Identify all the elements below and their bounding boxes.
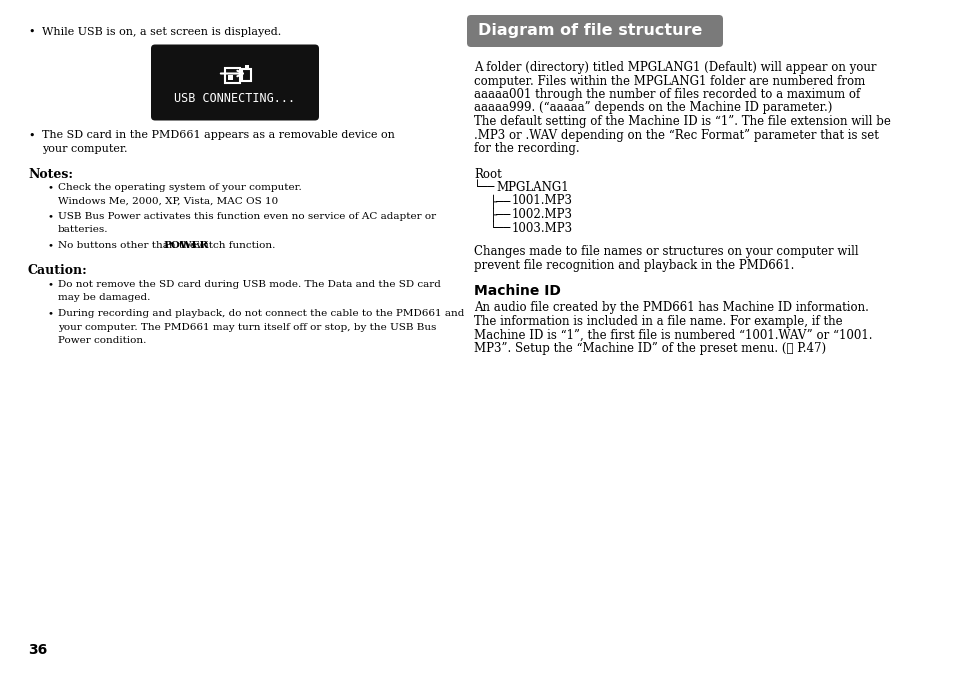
Text: Machine ID is “1”, the first file is numbered “1001.WAV” or “1001.: Machine ID is “1”, the first file is num… xyxy=(474,328,872,341)
Text: •: • xyxy=(48,212,54,221)
Text: The default setting of the Machine ID is “1”. The file extension will be: The default setting of the Machine ID is… xyxy=(474,115,890,128)
Bar xyxy=(245,65,249,69)
Text: aaaaa001 through the number of files recorded to a maximum of: aaaaa001 through the number of files rec… xyxy=(474,88,860,101)
Text: prevent file recognition and playback in the PMD661.: prevent file recognition and playback in… xyxy=(474,258,794,271)
Text: Power condition.: Power condition. xyxy=(58,336,146,345)
Text: your computer.: your computer. xyxy=(42,144,128,154)
Text: ├──: ├── xyxy=(490,194,511,209)
Text: •: • xyxy=(48,241,54,250)
Text: for the recording.: for the recording. xyxy=(474,142,579,155)
Text: └──: └── xyxy=(490,221,511,234)
Text: 1001.MP3: 1001.MP3 xyxy=(512,194,573,207)
Text: The SD card in the PMD661 appears as a removable device on: The SD card in the PMD661 appears as a r… xyxy=(42,131,395,141)
Text: your computer. The PMD661 may turn itself off or stop, by the USB Bus: your computer. The PMD661 may turn itsel… xyxy=(58,322,436,332)
Text: During recording and playback, do not connect the cable to the PMD661 and: During recording and playback, do not co… xyxy=(58,309,464,318)
Text: •: • xyxy=(48,183,54,192)
Text: Do not remove the SD card during USB mode. The Data and the SD card: Do not remove the SD card during USB mod… xyxy=(58,280,440,289)
Bar xyxy=(225,67,240,83)
Text: •: • xyxy=(48,280,54,289)
Text: MPGLANG1: MPGLANG1 xyxy=(496,181,568,194)
Text: A folder (directory) titled MPGLANG1 (Default) will appear on your: A folder (directory) titled MPGLANG1 (De… xyxy=(474,61,876,74)
Text: 1003.MP3: 1003.MP3 xyxy=(512,221,573,234)
Text: Diagram of file structure: Diagram of file structure xyxy=(477,23,701,38)
Text: batteries.: batteries. xyxy=(58,225,109,234)
Bar xyxy=(228,75,233,79)
Text: An audio file created by the PMD661 has Machine ID information.: An audio file created by the PMD661 has … xyxy=(474,302,868,314)
Text: No buttons other than the: No buttons other than the xyxy=(58,241,199,250)
Text: POWER: POWER xyxy=(163,241,209,250)
Text: aaaaa999. (“aaaaa” depends on the Machine ID parameter.): aaaaa999. (“aaaaa” depends on the Machin… xyxy=(474,102,832,114)
Text: Machine ID: Machine ID xyxy=(474,284,560,298)
Text: └──: └── xyxy=(474,181,495,194)
Text: •: • xyxy=(28,27,34,37)
Text: The information is included in a file name. For example, if the: The information is included in a file na… xyxy=(474,315,841,328)
Text: Windows Me, 2000, XP, Vista, MAC OS 10: Windows Me, 2000, XP, Vista, MAC OS 10 xyxy=(58,197,278,205)
Text: Root: Root xyxy=(474,168,501,180)
Text: •: • xyxy=(28,131,34,141)
Text: ├──: ├── xyxy=(490,208,511,222)
Text: While USB is on, a set screen is displayed.: While USB is on, a set screen is display… xyxy=(42,27,281,37)
Text: 1002.MP3: 1002.MP3 xyxy=(512,208,573,221)
Text: Check the operating system of your computer.: Check the operating system of your compu… xyxy=(58,183,301,192)
FancyBboxPatch shape xyxy=(151,44,318,120)
Text: USB Bus Power activates this function even no service of AC adapter or: USB Bus Power activates this function ev… xyxy=(58,212,436,221)
Text: Caution:: Caution: xyxy=(28,264,88,277)
Text: 36: 36 xyxy=(28,643,48,657)
Text: .MP3 or .WAV depending on the “Rec Format” parameter that is set: .MP3 or .WAV depending on the “Rec Forma… xyxy=(474,129,878,141)
Text: Notes:: Notes: xyxy=(28,168,73,180)
Text: switch function.: switch function. xyxy=(188,241,274,250)
Text: •: • xyxy=(48,309,54,318)
Text: may be damaged.: may be damaged. xyxy=(58,293,151,302)
Bar xyxy=(242,69,251,81)
Text: Changes made to file names or structures on your computer will: Changes made to file names or structures… xyxy=(474,245,858,258)
Text: computer. Files within the MPGLANG1 folder are numbered from: computer. Files within the MPGLANG1 fold… xyxy=(474,75,864,87)
Text: MP3”. Setup the “Machine ID” of the preset menu. (☏ P.47): MP3”. Setup the “Machine ID” of the pres… xyxy=(474,342,825,355)
FancyBboxPatch shape xyxy=(467,15,722,47)
Text: USB CONNECTING...: USB CONNECTING... xyxy=(174,92,295,106)
